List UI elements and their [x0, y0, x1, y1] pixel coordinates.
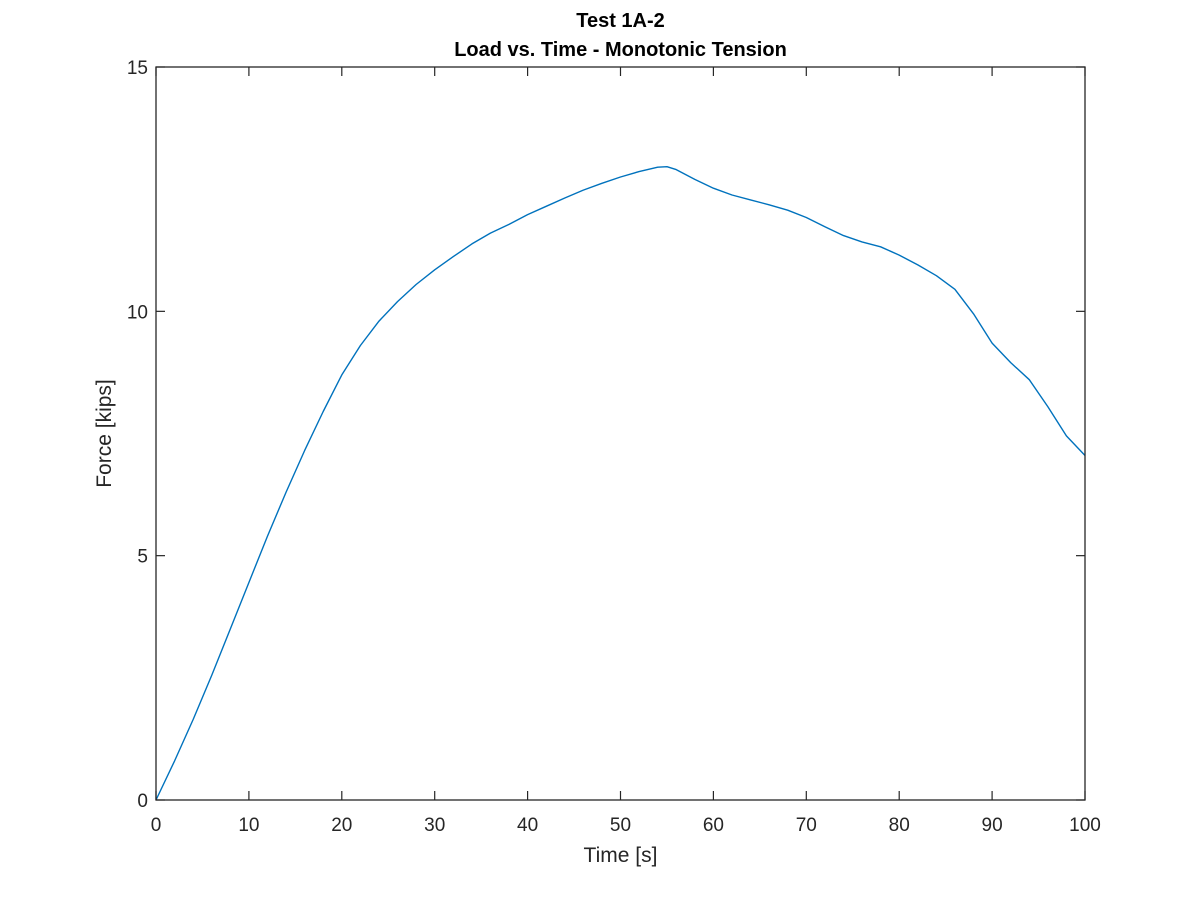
y-axis-label: Force [kips]	[93, 379, 116, 488]
y-tick-label: 10	[127, 302, 148, 323]
x-tick-label: 40	[517, 815, 538, 836]
chart-title: Test 1A-2	[576, 10, 665, 32]
y-tick-label: 15	[127, 58, 148, 79]
y-tick-label: 0	[137, 791, 148, 812]
plot-area	[156, 67, 1085, 800]
x-tick-label: 30	[424, 815, 445, 836]
chart-subtitle: Load vs. Time - Monotonic Tension	[454, 39, 787, 61]
x-tick-label: 0	[151, 815, 162, 836]
y-tick-label: 5	[137, 547, 148, 568]
series-line	[155, 166, 1086, 801]
x-tick-label: 80	[889, 815, 910, 836]
axes-box	[155, 66, 1086, 801]
x-tick-label: 10	[238, 815, 259, 836]
tick-layer: 0 10 20 30 40 50 60 70 80 90 100 0 5 10 15	[127, 58, 1101, 836]
x-tick-label: 50	[610, 815, 631, 836]
x-tick-label: 70	[796, 815, 817, 836]
x-axis-label: Time [s]	[584, 844, 658, 867]
x-tick-label: 20	[331, 815, 352, 836]
x-tick-label: 100	[1069, 815, 1101, 836]
data-layer	[155, 166, 1086, 801]
x-tick-label: 90	[982, 815, 1003, 836]
x-tick-label: 60	[703, 815, 724, 836]
